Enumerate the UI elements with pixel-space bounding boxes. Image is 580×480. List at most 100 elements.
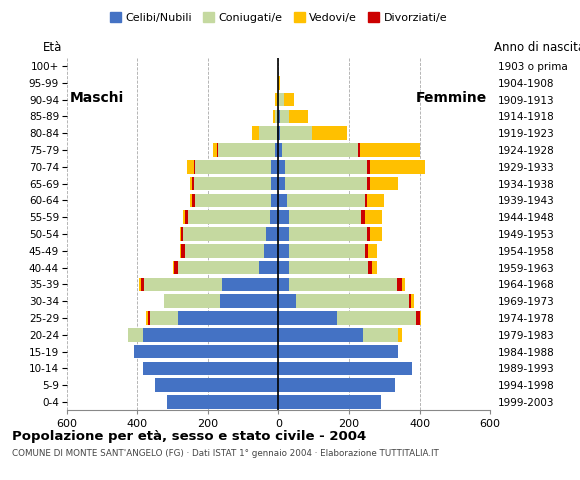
Bar xyxy=(222,277,278,291)
Bar xyxy=(370,177,398,191)
Bar xyxy=(367,193,384,207)
Bar xyxy=(180,244,182,258)
Bar xyxy=(409,294,411,308)
Bar xyxy=(183,227,266,241)
Bar xyxy=(275,143,278,157)
Bar xyxy=(363,328,398,342)
Bar xyxy=(368,261,372,275)
Bar xyxy=(367,160,370,174)
Bar xyxy=(278,345,398,359)
Bar xyxy=(398,328,402,342)
Bar xyxy=(370,160,425,174)
Bar xyxy=(278,395,380,409)
Bar xyxy=(259,126,277,140)
Bar xyxy=(278,76,280,90)
Bar xyxy=(289,227,367,241)
Bar xyxy=(289,244,365,258)
Bar xyxy=(271,177,278,191)
Bar xyxy=(280,126,312,140)
Bar xyxy=(278,311,336,325)
Bar xyxy=(180,227,182,241)
Bar xyxy=(164,294,220,308)
Bar xyxy=(278,261,289,275)
Bar xyxy=(192,177,194,191)
Bar xyxy=(219,143,275,157)
Bar xyxy=(187,160,194,174)
Bar xyxy=(134,345,278,359)
Bar xyxy=(402,277,405,291)
Bar xyxy=(273,109,275,123)
Bar xyxy=(178,261,259,275)
Text: COMUNE DI MONTE SANT'ANGELO (FG) · Dati ISTAT 1° gennaio 2004 · Elaborazione TUT: COMUNE DI MONTE SANT'ANGELO (FG) · Dati … xyxy=(12,449,438,458)
Bar xyxy=(195,160,271,174)
Bar xyxy=(278,143,282,157)
Bar xyxy=(271,193,278,207)
Bar xyxy=(278,277,289,291)
Bar xyxy=(275,109,278,123)
Bar xyxy=(143,361,278,375)
Bar xyxy=(367,227,370,241)
Bar xyxy=(289,261,368,275)
Bar xyxy=(275,93,277,107)
Legend: Celibi/Nubili, Coniugati/e, Vedovi/e, Divorziati/e: Celibi/Nubili, Coniugati/e, Vedovi/e, Di… xyxy=(105,8,452,27)
Bar xyxy=(190,193,192,207)
Bar xyxy=(190,177,192,191)
Bar xyxy=(411,294,414,308)
Bar xyxy=(365,210,382,224)
Bar xyxy=(220,294,278,308)
Bar xyxy=(372,261,377,275)
Text: Età: Età xyxy=(43,41,63,54)
Bar xyxy=(336,311,416,325)
Bar xyxy=(155,378,278,392)
Bar xyxy=(270,210,278,224)
Bar xyxy=(194,160,195,174)
Bar xyxy=(278,227,289,241)
Bar xyxy=(289,210,361,224)
Bar xyxy=(178,311,278,325)
Bar xyxy=(278,210,289,224)
Bar xyxy=(368,244,377,258)
Bar xyxy=(194,177,271,191)
Bar xyxy=(182,244,185,258)
Bar xyxy=(146,311,148,325)
Bar xyxy=(128,328,143,342)
Bar xyxy=(278,177,285,191)
Bar xyxy=(278,126,280,140)
Bar xyxy=(217,143,219,157)
Bar xyxy=(361,210,365,224)
Bar xyxy=(370,227,382,241)
Bar xyxy=(185,244,264,258)
Bar xyxy=(173,261,175,275)
Text: Femmine: Femmine xyxy=(415,91,487,105)
Bar xyxy=(148,311,150,325)
Bar xyxy=(266,227,278,241)
Bar xyxy=(271,160,278,174)
Bar xyxy=(141,277,144,291)
Bar xyxy=(358,143,360,157)
Bar xyxy=(278,244,289,258)
Bar xyxy=(150,311,178,325)
Bar xyxy=(285,177,367,191)
Bar xyxy=(213,143,217,157)
Bar xyxy=(419,311,421,325)
Bar xyxy=(312,126,347,140)
Bar xyxy=(259,261,278,275)
Bar xyxy=(278,160,285,174)
Bar xyxy=(365,193,367,207)
Bar xyxy=(175,261,178,275)
Bar xyxy=(285,160,367,174)
Bar xyxy=(360,143,419,157)
Bar xyxy=(284,93,294,107)
Bar xyxy=(289,109,309,123)
Bar xyxy=(278,378,395,392)
Text: Maschi: Maschi xyxy=(70,91,125,105)
Bar xyxy=(185,210,188,224)
Text: Popolazione per età, sesso e stato civile - 2004: Popolazione per età, sesso e stato civil… xyxy=(12,430,366,443)
Bar xyxy=(278,109,280,123)
Bar xyxy=(289,277,397,291)
Bar xyxy=(397,277,402,291)
Bar xyxy=(278,193,287,207)
Bar xyxy=(143,328,278,342)
Bar xyxy=(182,227,183,241)
Bar xyxy=(277,126,278,140)
